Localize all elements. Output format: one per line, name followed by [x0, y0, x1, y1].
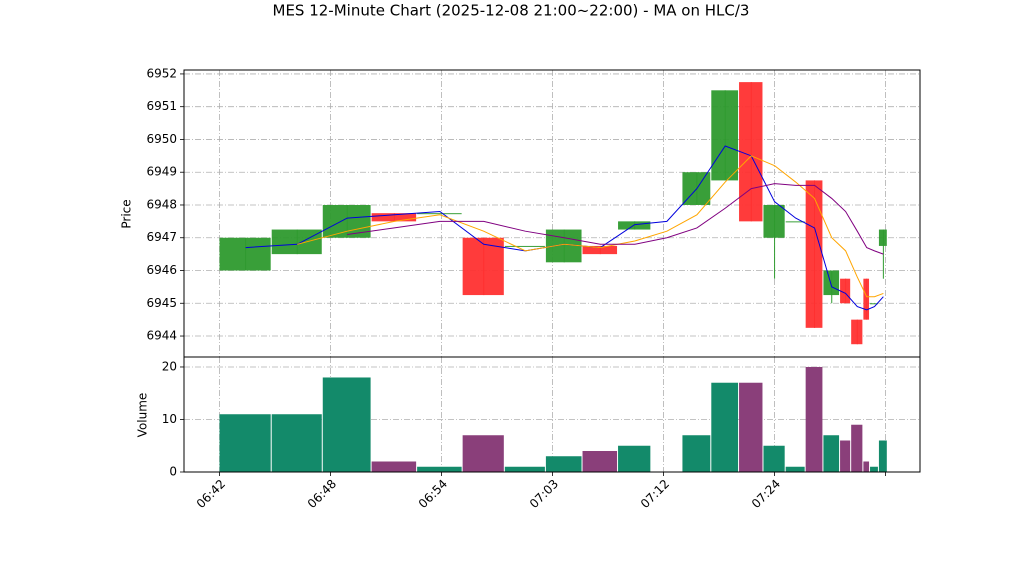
- x-tick-label: 06:54: [416, 477, 450, 511]
- x-tick-label: 07:03: [527, 477, 561, 511]
- y-tick-label: 6945: [146, 296, 177, 310]
- volume-bar: [763, 445, 785, 472]
- x-tick-label: 06:48: [305, 477, 339, 511]
- ma-line: [245, 145, 884, 311]
- y-tick-label: 6952: [146, 66, 177, 80]
- volume-bar: [271, 414, 322, 472]
- volume-bar: [739, 382, 763, 472]
- candle-body: [371, 213, 417, 222]
- x-tick-label: 07:12: [638, 477, 672, 511]
- volume-bar: [504, 466, 545, 472]
- volume-bar: [618, 445, 651, 472]
- y-tick-label: 6948: [146, 197, 177, 211]
- volume-bar: [417, 466, 462, 472]
- candle-body: [271, 229, 322, 255]
- candle-body: [219, 237, 271, 271]
- candle-body: [785, 221, 805, 223]
- volume-bar: [711, 382, 739, 472]
- candle-body: [870, 303, 878, 305]
- volume-bar: [785, 466, 805, 472]
- volume-axis-label: Volume: [136, 393, 150, 438]
- y-tick-label: 6949: [146, 165, 177, 179]
- volume-bar: [322, 377, 371, 472]
- y-tick-label: 10: [162, 412, 177, 426]
- candle-body: [711, 90, 739, 181]
- candle-body: [739, 82, 763, 222]
- volume-bar: [870, 466, 878, 472]
- candle-body: [545, 229, 582, 263]
- y-tick-label: 20: [162, 359, 177, 373]
- volume-bar: [371, 461, 417, 472]
- candle-body: [840, 278, 851, 304]
- candle-body: [851, 319, 863, 345]
- x-tick-label: 07:24: [749, 477, 783, 511]
- candle-body: [805, 180, 823, 328]
- volume-bar: [878, 440, 887, 472]
- candle-body: [462, 237, 504, 296]
- candle-body: [878, 229, 887, 246]
- volume-bar: [805, 366, 823, 472]
- y-tick-label: 6946: [146, 263, 177, 277]
- volume-bar: [840, 440, 851, 472]
- volume-bar: [863, 461, 870, 472]
- volume-bar: [582, 450, 618, 472]
- y-tick-label: 6944: [146, 329, 177, 343]
- y-tick-label: 6951: [146, 99, 177, 113]
- x-tick-label: 06:42: [194, 477, 228, 511]
- price-axis-label: Price: [120, 199, 134, 228]
- volume-bar: [851, 424, 863, 472]
- volume-bar: [823, 435, 840, 472]
- y-tick-label: 0: [169, 465, 177, 479]
- volume-bar: [462, 435, 504, 472]
- volume-bar: [682, 435, 711, 472]
- volume-frame: [183, 356, 921, 473]
- y-tick-label: 6950: [146, 132, 177, 146]
- candle-body: [504, 245, 545, 247]
- volume-bar: [545, 456, 582, 472]
- candle-body: [863, 278, 870, 320]
- candle-body: [322, 204, 371, 238]
- candle-body: [582, 245, 618, 255]
- ma-line: [297, 155, 884, 298]
- ma-line: [347, 183, 884, 255]
- y-tick-label: 6947: [146, 230, 177, 244]
- chart-title: MES 12-Minute Chart (2025-12-08 21:00~22…: [273, 2, 750, 20]
- volume-bar: [219, 414, 271, 472]
- candle-body: [417, 213, 462, 215]
- candle-body: [823, 270, 840, 296]
- candle-body: [763, 204, 785, 238]
